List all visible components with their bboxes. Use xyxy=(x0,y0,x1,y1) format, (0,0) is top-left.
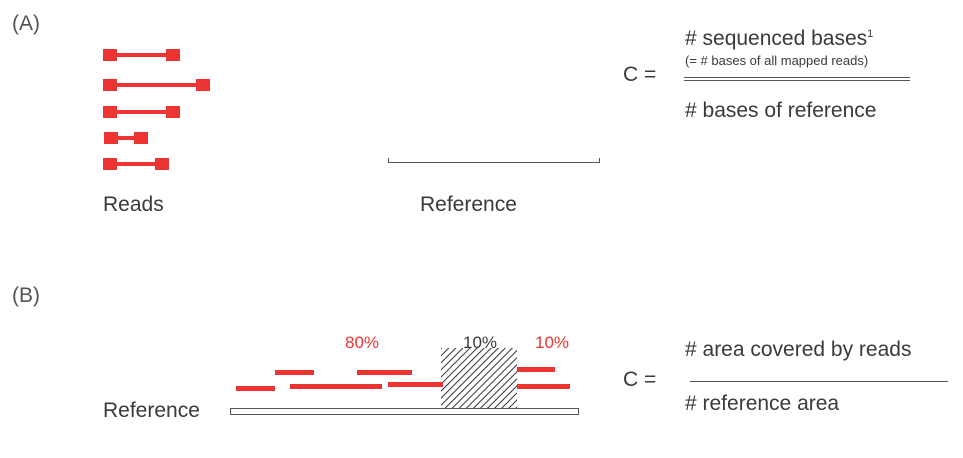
coverage-read xyxy=(290,384,382,389)
formula-b-denominator: # reference area xyxy=(685,392,840,415)
formula-a-note: (= # bases of all mapped reads) xyxy=(685,53,869,68)
formula-a-numerator: # sequenced bases1 xyxy=(685,27,874,50)
reference-label-a: Reference xyxy=(420,193,517,216)
formula-b-c-equals: C = xyxy=(623,368,657,391)
coverage-read xyxy=(236,386,275,391)
panel-b-label: (B) xyxy=(12,284,40,307)
coverage-read xyxy=(275,370,314,375)
reference-label-b: Reference xyxy=(103,399,200,422)
fraction-bar-a xyxy=(684,77,910,78)
fraction-bar-b xyxy=(690,381,948,382)
pct-gap-label: 10% xyxy=(463,333,498,352)
pct-covered-label: 80% xyxy=(345,333,380,352)
reads-label: Reads xyxy=(103,193,164,216)
uncovered-region xyxy=(441,348,517,410)
coverage-read xyxy=(357,370,412,375)
formula-a-denominator: # bases of reference xyxy=(685,99,877,122)
coverage-read xyxy=(388,382,443,387)
formula-a-c-equals: C = xyxy=(623,63,657,86)
pct-right-label: 10% xyxy=(535,333,570,352)
panel-a-label: (A) xyxy=(12,12,40,35)
formula-b-numerator: # area covered by reads xyxy=(685,338,912,361)
reference-bar xyxy=(230,408,579,415)
coverage-read xyxy=(517,384,570,389)
coverage-read xyxy=(517,367,555,372)
